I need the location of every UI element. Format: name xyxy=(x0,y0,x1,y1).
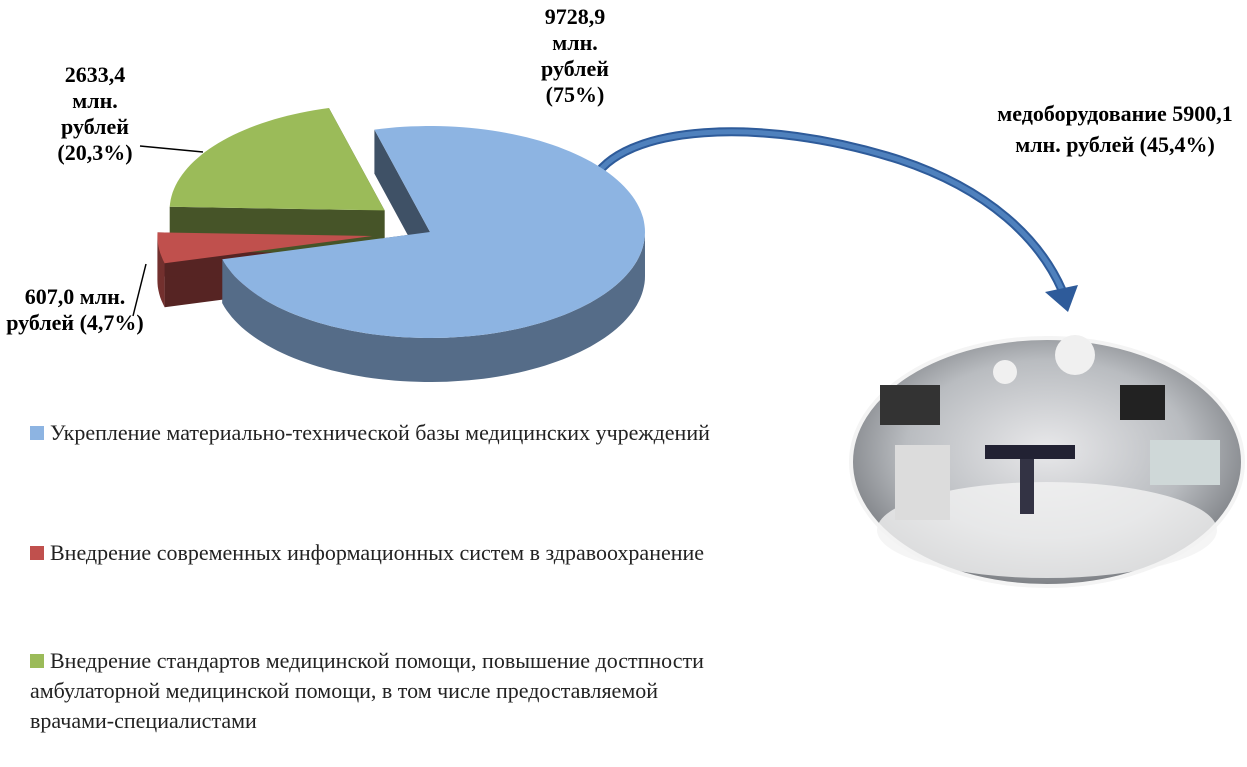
legend-swatch xyxy=(30,426,44,440)
data-label: 2633,4 млн. рублей (20,3%) xyxy=(57,62,133,165)
legend-item: Внедрение стандартов медицинской помощи,… xyxy=(30,646,710,736)
pie xyxy=(157,108,646,382)
legend-text: Укрепление материально-технической базы … xyxy=(50,420,710,445)
legend-swatch xyxy=(30,546,44,560)
slice xyxy=(222,126,646,338)
leader-line xyxy=(139,145,204,153)
legend-item: Внедрение современных информационных сис… xyxy=(30,538,730,568)
legend-text: Внедрение стандартов медицинской помощи,… xyxy=(30,648,704,733)
slice xyxy=(157,232,373,264)
annotation: медоборудование 5900,1 млн. рублей (45,4… xyxy=(997,101,1233,157)
arrow xyxy=(587,127,1078,312)
data-label: 607,0 млн. рублей (4,7%) xyxy=(6,284,144,335)
data-label: 9728,9 млн. рублей (75%) xyxy=(541,4,609,107)
legend-swatch xyxy=(30,654,44,668)
photo xyxy=(849,335,1245,588)
slice-side xyxy=(157,236,165,308)
legend-text: Внедрение современных информационных сис… xyxy=(50,540,705,565)
legend-item: Укрепление материально-технической базы … xyxy=(30,418,730,448)
slice-side xyxy=(222,232,646,382)
leader-line xyxy=(132,263,147,317)
slice xyxy=(169,108,385,211)
